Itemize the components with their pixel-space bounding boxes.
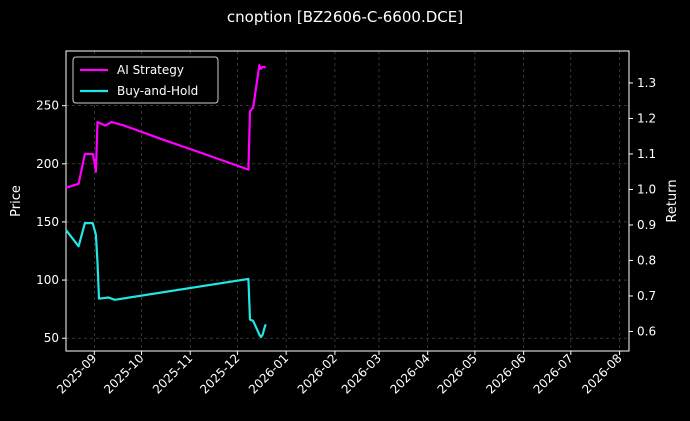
y-right-tick-label: 1.3 bbox=[637, 76, 656, 90]
x-tick-label: 2026-06 bbox=[483, 351, 528, 396]
y-right-tick-label: 1.2 bbox=[637, 111, 656, 125]
y-right-tick-label: 0.9 bbox=[637, 218, 656, 232]
y-right-tick-label: 1.1 bbox=[637, 147, 656, 161]
legend-box bbox=[72, 56, 219, 104]
legend-label: AI Strategy bbox=[117, 63, 184, 77]
x-tick-label: 2026-02 bbox=[295, 351, 340, 396]
x-tick-label: 2026-05 bbox=[435, 351, 480, 396]
x-tick-label: 2026-08 bbox=[579, 351, 624, 396]
y-right-tick-label: 0.6 bbox=[637, 324, 656, 338]
series-line-buy-and-hold bbox=[65, 222, 267, 339]
y-right-tick-label: 0.7 bbox=[637, 289, 656, 303]
y-left-tick-label: 50 bbox=[44, 331, 59, 345]
series-line-ai-strategy bbox=[65, 64, 266, 189]
y-left-tick-label: 200 bbox=[36, 157, 59, 171]
x-tick-label: 2026-03 bbox=[339, 351, 384, 396]
y-right-axis-label: Return bbox=[665, 179, 680, 222]
y-left-tick-label: 100 bbox=[36, 273, 59, 287]
x-tick-label: 2026-04 bbox=[387, 351, 432, 396]
chart-title: cnoption [BZ2606-C-6600.DCE] bbox=[226, 8, 464, 26]
legend-label: Buy-and-Hold bbox=[117, 84, 198, 98]
x-tick-label: 2025-12 bbox=[197, 351, 242, 396]
y-left-tick-label: 250 bbox=[36, 99, 59, 113]
x-tick-label: 2025-11 bbox=[150, 351, 195, 396]
y-left-axis-label: Price bbox=[9, 185, 24, 217]
plot-frame bbox=[65, 50, 630, 352]
x-tick-label: 2025-10 bbox=[101, 351, 146, 396]
y-right-tick-label: 0.8 bbox=[637, 253, 656, 267]
x-tick-label: 2026-01 bbox=[246, 351, 291, 396]
y-right-tick-label: 1.0 bbox=[637, 182, 656, 196]
x-tick-label: 2025-09 bbox=[54, 351, 99, 396]
y-left-tick-label: 150 bbox=[36, 215, 59, 229]
x-tick-label: 2026-07 bbox=[531, 351, 576, 396]
